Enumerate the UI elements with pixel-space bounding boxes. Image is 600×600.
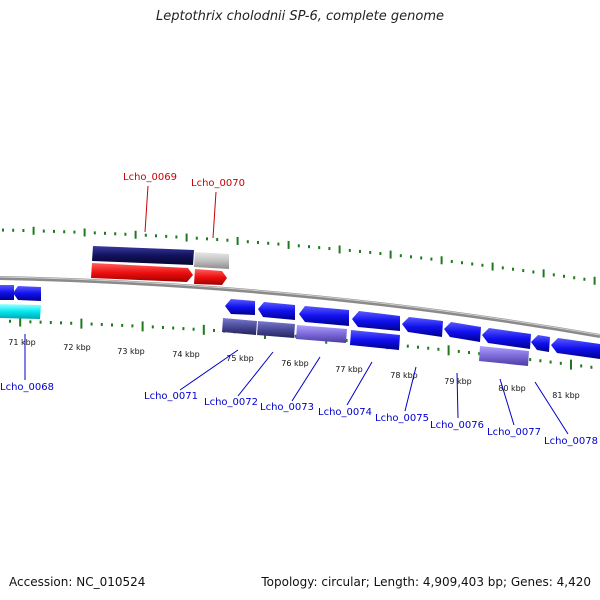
gene-label-leader	[346, 361, 373, 406]
scale-label: 80 kbp	[498, 384, 526, 393]
gene-label-leader	[212, 191, 217, 239]
gene-label[interactable]: Lcho_0076	[430, 420, 484, 431]
gene-label[interactable]: Lcho_0074	[318, 407, 372, 418]
gene-label-leader	[404, 366, 417, 412]
scale-label: 72 kbp	[63, 343, 91, 352]
gene-feature-gray[interactable]	[194, 252, 229, 269]
gene-feature-blue-block[interactable]	[350, 330, 400, 350]
gene-arrow-blue-2[interactable]	[258, 302, 295, 320]
gene-label[interactable]: Lcho_0071	[144, 391, 198, 402]
gene-arrow-blue-4[interactable]	[352, 311, 400, 331]
gene-label[interactable]: Lcho_0073	[260, 402, 314, 413]
accession-label: Accession: NC_010524	[9, 575, 146, 589]
scale-label: 73 kbp	[117, 347, 145, 356]
gene-label[interactable]: Lcho_0077	[487, 427, 541, 438]
gene-arrow-blue-7[interactable]	[482, 328, 531, 349]
scale-labels: 71 kbp 72 kbp 73 kbp 74 kbp 75 kbp 76 kbp 77 k…	[8, 338, 580, 400]
scale-label: 71 kbp	[8, 338, 36, 347]
gene-arrow-red-2[interactable]	[194, 269, 227, 285]
gene-label-leader	[456, 372, 459, 419]
genome-summary: Topology: circular; Length: 4,909,403 bp…	[261, 575, 591, 589]
gene-feature-slate-2[interactable]	[257, 321, 295, 338]
gene-feature-slate-1[interactable]	[222, 318, 257, 335]
map-title: Leptothrix cholodnii SP-6, complete geno…	[156, 9, 444, 24]
scale-label: 77 kbp	[335, 365, 363, 374]
gene-label[interactable]: Lcho_0070	[191, 178, 245, 189]
upper-tick-row	[2, 226, 596, 285]
gene-arrow-left-edge[interactable]	[0, 285, 14, 300]
gene-arrow-blue-6[interactable]	[444, 322, 481, 342]
scale-label: 75 kbp	[226, 354, 254, 363]
gene-label[interactable]: Lcho_0075	[375, 413, 429, 424]
gene-label[interactable]: Lcho_0069	[123, 172, 177, 183]
gene-arrow-blue-5[interactable]	[402, 317, 443, 337]
scale-label: 78 kbp	[390, 371, 418, 380]
gene-arrow-red-1[interactable]	[91, 263, 193, 282]
gene-feature-cyan[interactable]	[0, 304, 41, 319]
scale-label: 81 kbp	[552, 391, 580, 400]
scale-label: 74 kbp	[172, 350, 200, 359]
gene-arrow-blue-9[interactable]	[551, 338, 600, 359]
scale-label: 79 kbp	[444, 377, 472, 386]
gene-label[interactable]: Lcho_0078	[544, 436, 598, 447]
gene-label-leader	[499, 378, 515, 426]
gene-arrow-blue-8[interactable]	[531, 335, 550, 352]
gene-arrow-left-edge-2[interactable]	[13, 286, 41, 301]
gene-label-leader	[144, 185, 149, 233]
gene-label-leader	[179, 349, 239, 391]
genome-backbone	[0, 276, 600, 338]
gene-label[interactable]: Lcho_0072	[204, 397, 258, 408]
genome-backbone-highlight	[0, 276, 600, 336]
gene-labels: Lcho_0068 Lcho_0069 Lcho_0070 Lcho_0071 Lcho…	[0, 172, 598, 447]
gene-feature-navy[interactable]	[92, 246, 194, 265]
gene-arrow-blue-3[interactable]	[299, 306, 349, 326]
gene-feature-lavender[interactable]	[296, 325, 347, 343]
gene-label-leader	[291, 356, 321, 402]
gene-label-leader	[534, 381, 569, 435]
gene-label-leader	[237, 351, 274, 397]
gene-label[interactable]: Lcho_0068	[0, 382, 54, 393]
gene-arrow-blue-1[interactable]	[225, 299, 255, 315]
scale-label: 76 kbp	[281, 359, 309, 368]
gene-feature-lavender-2[interactable]	[479, 346, 529, 366]
